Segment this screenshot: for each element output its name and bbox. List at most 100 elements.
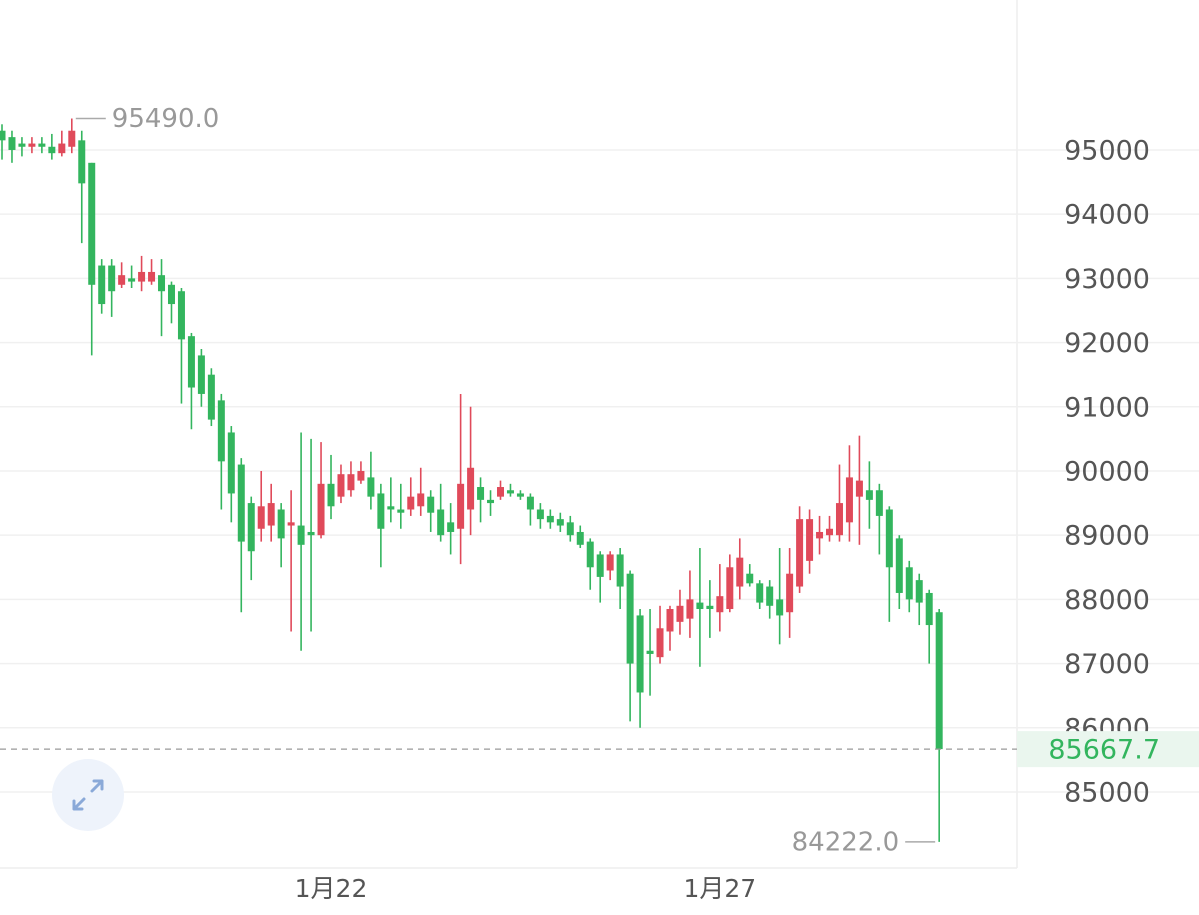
candle-body	[148, 271, 156, 282]
candle-body	[816, 531, 824, 539]
y-tick-label: 87000	[1064, 649, 1150, 680]
candle-body	[347, 474, 355, 491]
candle-body	[865, 490, 873, 500]
candle-body	[895, 538, 903, 593]
y-tick-label: 91000	[1064, 392, 1150, 423]
candle-body	[467, 467, 475, 510]
candle-body	[786, 573, 794, 613]
grid: 8500086000870008800089000900009100092000…	[0, 135, 1199, 903]
candle-body	[606, 554, 614, 571]
candle-body	[806, 519, 814, 561]
candle-body	[885, 509, 893, 568]
candle-body	[835, 503, 843, 536]
candle-body	[646, 650, 654, 654]
x-tick-label: 1月27	[683, 874, 756, 903]
candle-body	[167, 284, 175, 305]
candle-body	[596, 554, 604, 577]
candle-body	[317, 483, 325, 536]
candle-body	[776, 599, 784, 616]
candle-body	[536, 509, 544, 520]
candle-body	[297, 525, 305, 545]
candle-body	[28, 143, 36, 147]
candle-body	[8, 137, 16, 150]
candle-body	[277, 509, 285, 539]
candle-body	[237, 464, 245, 542]
candle-body	[287, 522, 295, 526]
candle-body	[915, 580, 923, 603]
candle-body	[726, 567, 734, 610]
candle-body	[367, 477, 375, 497]
candle-body	[676, 605, 684, 622]
candle-body	[38, 143, 46, 147]
candle-body	[48, 146, 56, 154]
candle-body	[98, 265, 106, 305]
candle-body	[497, 487, 504, 497]
candle-body	[387, 506, 395, 510]
candle-body	[128, 278, 136, 282]
candle-body	[616, 554, 624, 587]
candle-body	[417, 493, 425, 507]
candle-body	[905, 567, 913, 600]
candle-body	[686, 599, 694, 619]
candle-body	[556, 519, 564, 526]
candle-body	[78, 140, 86, 184]
y-tick-label: 93000	[1064, 264, 1150, 295]
candle-body	[566, 522, 574, 536]
candle-body	[327, 483, 335, 507]
candle-body	[158, 275, 166, 292]
y-tick-label: 88000	[1064, 585, 1150, 616]
candle-body	[58, 143, 66, 154]
candle-body	[826, 528, 834, 536]
candle-body	[197, 355, 205, 394]
candle-body	[118, 275, 126, 285]
candle-body	[307, 531, 315, 536]
candle-body	[576, 531, 584, 545]
candle-body	[925, 592, 933, 626]
overlay: 95490.0 84222.0 85667.7	[0, 104, 1199, 857]
candle-body	[257, 506, 265, 529]
y-tick-label: 94000	[1064, 200, 1150, 231]
candle-body	[267, 503, 275, 526]
candle-body	[187, 336, 195, 388]
y-tick-label: 92000	[1064, 328, 1150, 359]
candle-body	[217, 400, 225, 462]
candle-body	[487, 499, 495, 504]
candle-body	[437, 509, 445, 536]
candle-body	[177, 291, 185, 340]
candle-body	[247, 503, 255, 552]
last-price-label: 85667.7	[1048, 735, 1160, 766]
candle-body	[427, 496, 435, 513]
candle-body	[407, 496, 415, 510]
low-label: 84222.0	[792, 827, 900, 857]
candle-body	[736, 557, 744, 587]
y-tick-label: 85000	[1064, 777, 1150, 808]
candle-body	[227, 432, 235, 494]
candle-body	[546, 515, 554, 523]
candle-body	[875, 490, 883, 516]
candle-body	[766, 586, 774, 606]
candle-body	[68, 130, 76, 147]
candle-body	[457, 483, 465, 529]
expand-button[interactable]	[52, 759, 124, 831]
candle-body	[696, 602, 704, 610]
candle-body	[855, 480, 863, 497]
candle-body	[656, 628, 664, 658]
last-price-box	[1017, 731, 1199, 768]
candle-body	[377, 493, 385, 529]
candles	[0, 118, 943, 842]
candle-body	[845, 477, 853, 523]
candle-body	[935, 612, 943, 750]
candle-body	[397, 509, 405, 513]
candle-body	[706, 605, 714, 610]
candle-body	[586, 541, 594, 568]
candle-body	[506, 490, 514, 494]
x-tick-label: 1月22	[295, 874, 368, 903]
y-tick-label: 89000	[1064, 521, 1150, 552]
candle-body	[516, 493, 524, 497]
candle-body	[207, 374, 215, 420]
candle-body	[447, 522, 455, 532]
y-tick-label: 95000	[1064, 135, 1150, 166]
candle-body	[636, 615, 644, 693]
